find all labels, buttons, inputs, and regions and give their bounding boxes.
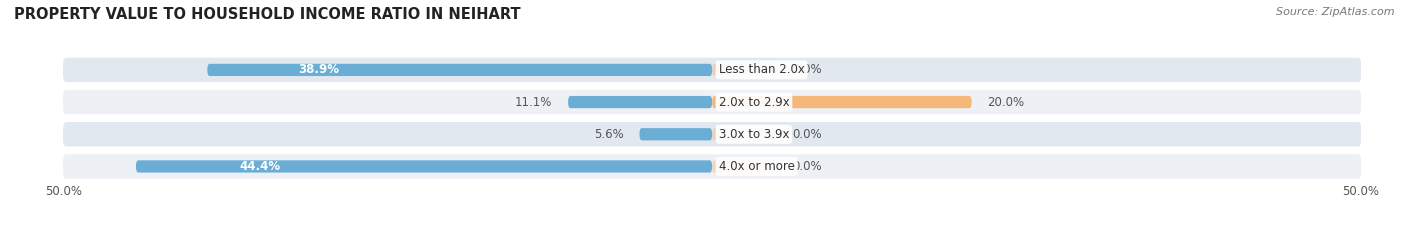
- FancyBboxPatch shape: [713, 96, 972, 108]
- Text: 2.0x to 2.9x: 2.0x to 2.9x: [718, 95, 789, 109]
- Text: 44.4%: 44.4%: [239, 160, 281, 173]
- FancyBboxPatch shape: [713, 64, 778, 76]
- Text: Less than 2.0x: Less than 2.0x: [718, 63, 804, 77]
- Text: PROPERTY VALUE TO HOUSEHOLD INCOME RATIO IN NEIHART: PROPERTY VALUE TO HOUSEHOLD INCOME RATIO…: [14, 7, 520, 22]
- FancyBboxPatch shape: [63, 122, 1361, 146]
- FancyBboxPatch shape: [713, 128, 778, 140]
- Text: 0.0%: 0.0%: [793, 128, 823, 141]
- FancyBboxPatch shape: [63, 154, 1361, 179]
- Text: 0.0%: 0.0%: [793, 63, 823, 77]
- FancyBboxPatch shape: [640, 128, 713, 140]
- Text: 38.9%: 38.9%: [298, 63, 339, 77]
- FancyBboxPatch shape: [63, 58, 1361, 82]
- Text: 4.0x or more: 4.0x or more: [718, 160, 794, 173]
- Text: 0.0%: 0.0%: [793, 160, 823, 173]
- Text: 20.0%: 20.0%: [987, 95, 1025, 109]
- Legend: Without Mortgage, With Mortgage: Without Mortgage, With Mortgage: [578, 233, 846, 234]
- Text: 11.1%: 11.1%: [515, 95, 553, 109]
- FancyBboxPatch shape: [63, 90, 1361, 114]
- FancyBboxPatch shape: [136, 160, 713, 172]
- Text: 3.0x to 3.9x: 3.0x to 3.9x: [718, 128, 789, 141]
- FancyBboxPatch shape: [207, 64, 713, 76]
- FancyBboxPatch shape: [568, 96, 713, 108]
- Text: 5.6%: 5.6%: [595, 128, 624, 141]
- FancyBboxPatch shape: [713, 160, 778, 172]
- Text: Source: ZipAtlas.com: Source: ZipAtlas.com: [1277, 7, 1395, 17]
